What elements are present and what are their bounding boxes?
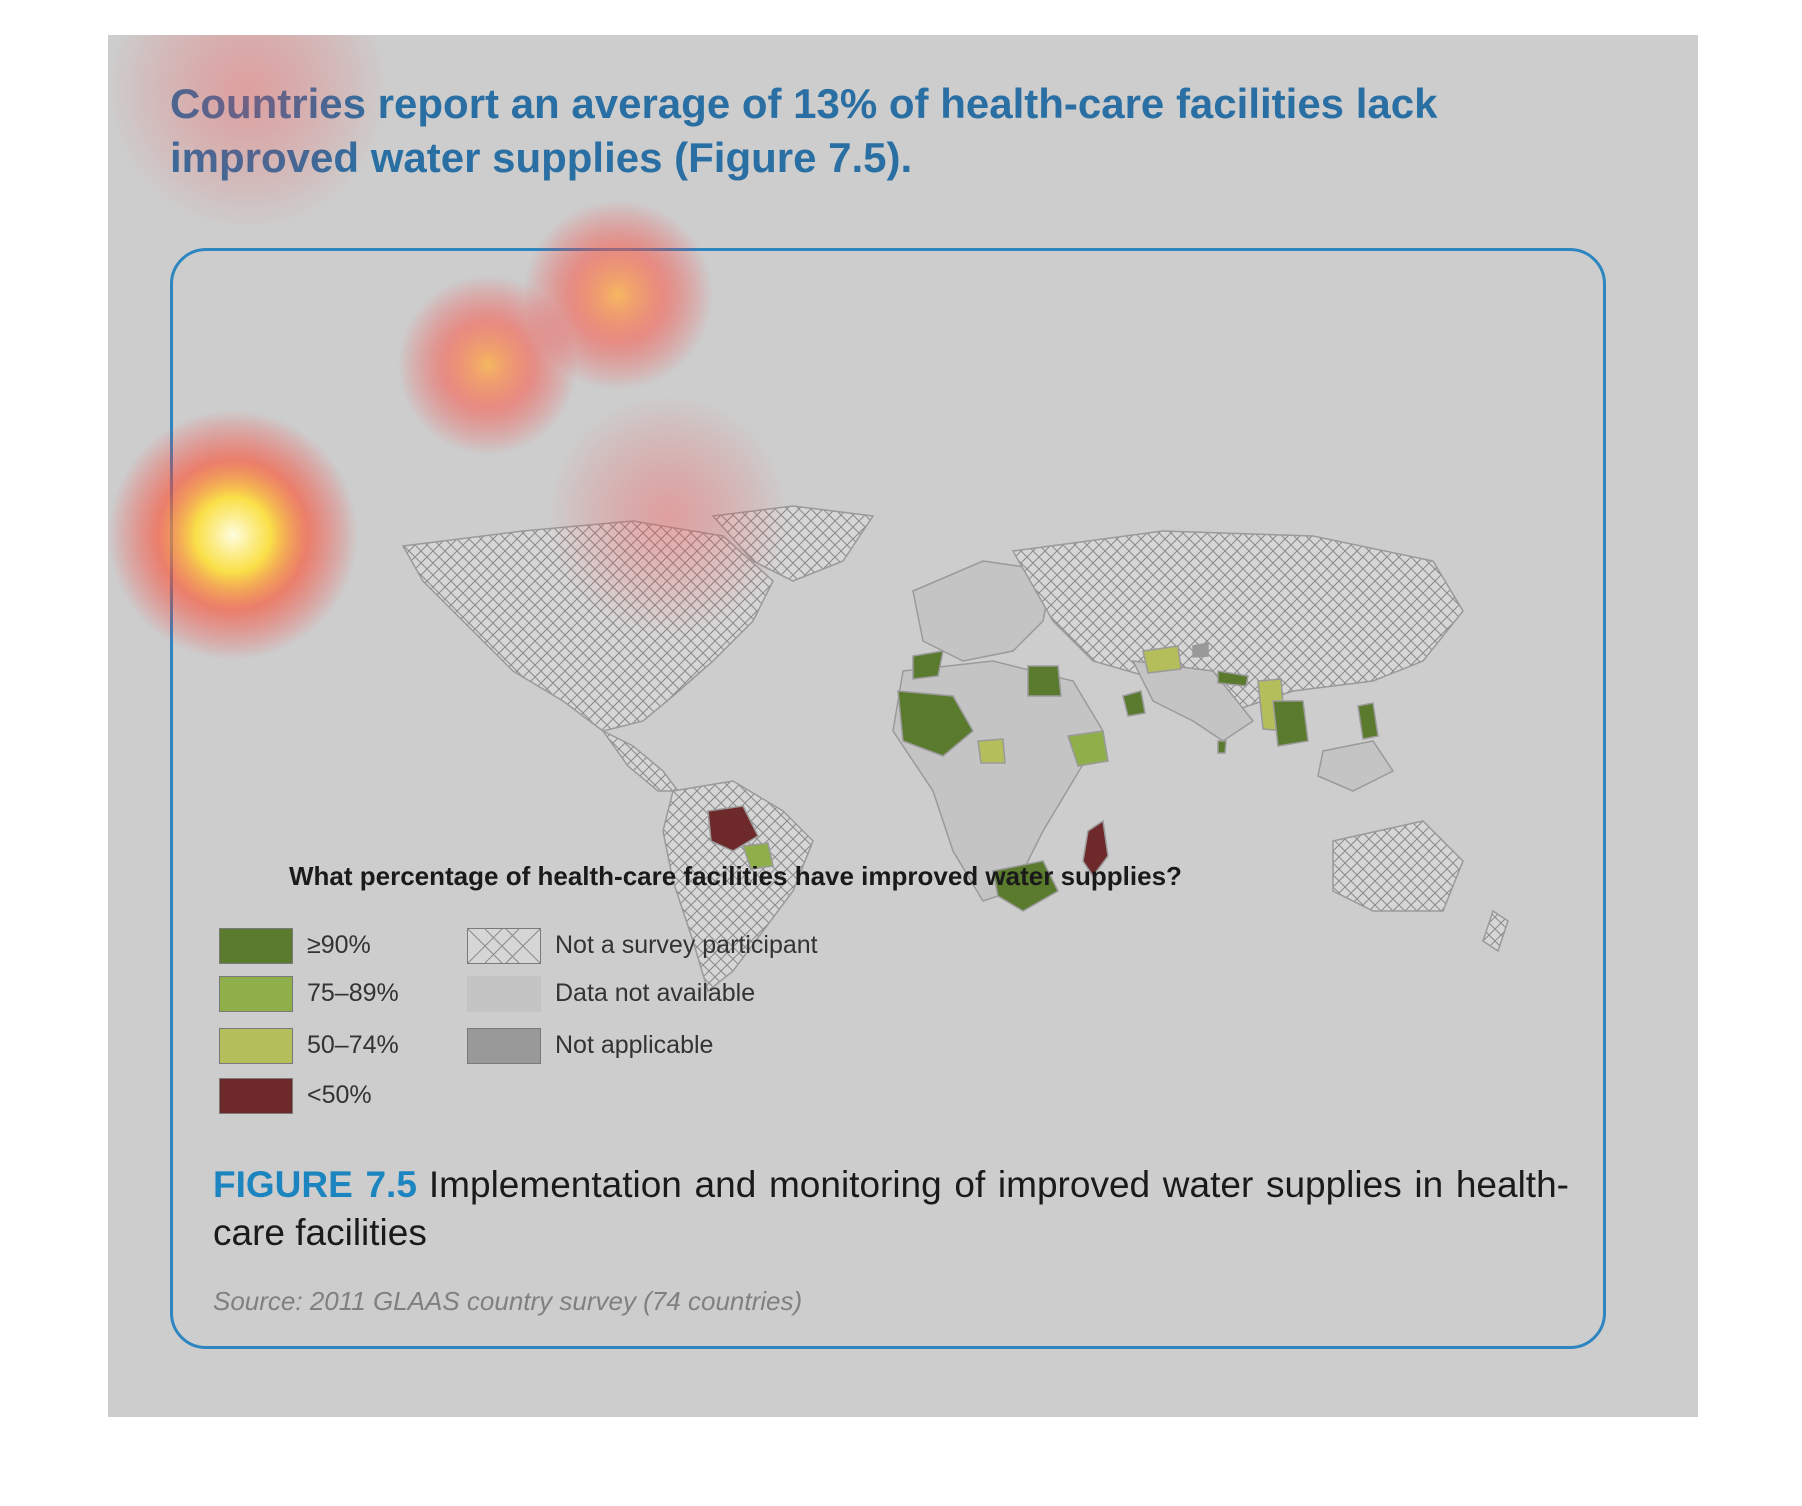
- bolivia-region: [707, 805, 759, 852]
- not-applicable-region: [1192, 642, 1209, 658]
- southeast-asia-region: [1317, 740, 1395, 792]
- legend-swatch-50-74: [219, 1028, 293, 1064]
- philippines-region: [1357, 702, 1379, 740]
- figure-label: FIGURE 7.5: [213, 1164, 417, 1205]
- asia-region: [1011, 530, 1464, 712]
- nepal-region: [1217, 670, 1249, 687]
- legend-swatch-75-89: [219, 976, 293, 1012]
- legend-swatch-not-applicable: [467, 1028, 541, 1064]
- legend-swatch-90-plus: [219, 928, 293, 964]
- legend-swatch-no-data: [467, 976, 541, 1012]
- legend-label-not-participant: Not a survey participant: [555, 931, 818, 959]
- legend-label-50-74: 50–74%: [307, 1031, 399, 1059]
- oman-region: [1122, 690, 1146, 717]
- figure-panel: Countries report an average of 13% of he…: [108, 35, 1698, 1417]
- indochina-region: [1272, 700, 1309, 747]
- legend-swatch-not-participant: [467, 928, 541, 964]
- legend-title: What percentage of health-care facilitie…: [289, 861, 1182, 891]
- legend-swatch-under-50: [219, 1078, 293, 1114]
- legend-label-90-plus: ≥90%: [307, 931, 371, 959]
- sri-lanka-region: [1217, 740, 1227, 754]
- legend-label-under-50: <50%: [307, 1081, 372, 1109]
- central-america-region: [602, 730, 680, 792]
- south-africa-region: [992, 860, 1059, 912]
- europe-region: [912, 560, 1054, 662]
- legend-label-not-applicable: Not applicable: [555, 1031, 714, 1059]
- figure-frame: What percentage of health-care facilitie…: [170, 248, 1606, 1349]
- west-africa-region: [897, 690, 974, 757]
- morocco-region: [912, 650, 944, 680]
- ethiopia-region: [1067, 730, 1109, 767]
- egypt-region: [1027, 665, 1062, 697]
- source-note: Source: 2011 GLAAS country survey (74 co…: [213, 1286, 803, 1316]
- north-america-region: [401, 520, 774, 732]
- figure-caption: FIGURE 7.5 Implementation and monitoring …: [213, 1161, 1569, 1257]
- new-zealand-region: [1482, 909, 1509, 953]
- world-map: [401, 505, 1509, 993]
- central-africa-region: [977, 738, 1006, 764]
- headline: Countries report an average of 13% of he…: [170, 80, 1438, 181]
- australia-region: [1332, 820, 1464, 912]
- paraguay-region: [741, 842, 774, 870]
- madagascar-region: [1082, 819, 1109, 878]
- south-america-region: [662, 780, 814, 993]
- figure-caption-text: Implementation and monitoring of improve…: [213, 1164, 1569, 1253]
- legend-label-no-data: Data not available: [555, 979, 756, 1007]
- afghanistan-region: [1142, 645, 1182, 674]
- legend-label-75-89: 75–89%: [307, 979, 399, 1007]
